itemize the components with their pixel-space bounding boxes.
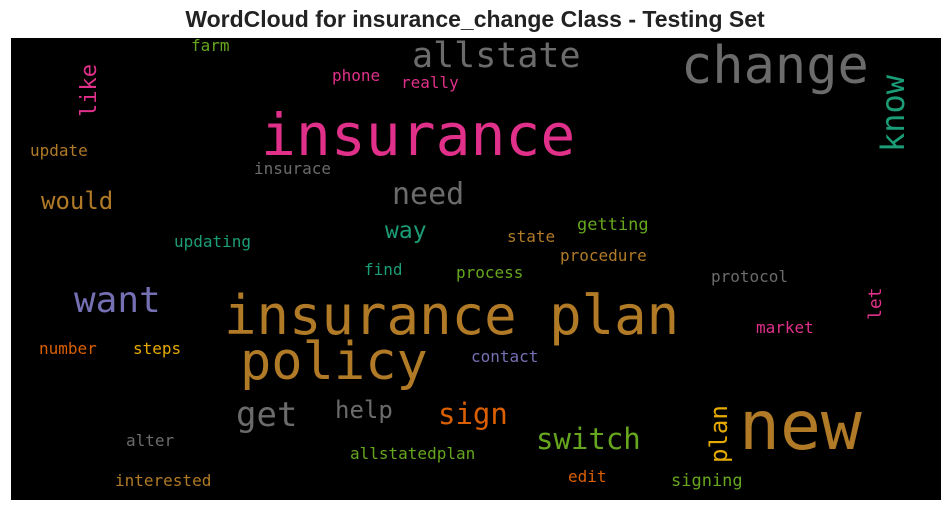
word-policy: policy — [240, 332, 428, 392]
word-way: way — [385, 218, 427, 244]
word-steps: steps — [133, 339, 182, 358]
word-phone: phone — [332, 66, 381, 85]
word-need: need — [392, 177, 465, 212]
word-insurance-plan: insurance plan — [224, 284, 680, 347]
word-get: get — [236, 395, 298, 435]
word-plan: plan — [705, 405, 733, 463]
word-switch: switch — [536, 422, 641, 456]
word-market: market — [756, 318, 814, 337]
word-would: would — [41, 187, 114, 215]
word-updating: updating — [174, 232, 252, 251]
word-sign: sign — [438, 397, 508, 431]
word-getting: getting — [577, 215, 649, 235]
word-update: update — [30, 141, 88, 160]
word-allstate: allstate — [412, 38, 581, 76]
word-change: change — [681, 38, 869, 96]
word-know: know — [874, 74, 912, 152]
chart-title: WordCloud for insurance_change Class - T… — [185, 6, 765, 32]
word-let: let — [865, 287, 886, 320]
word-interested: interested — [115, 471, 212, 490]
word-signing: signing — [671, 471, 743, 491]
word-farm: farm — [191, 38, 230, 55]
word-really: really — [401, 73, 459, 92]
word-insurance: insurance — [261, 101, 576, 169]
word-allstatedplan: allstatedplan — [350, 444, 476, 463]
word-procedure: procedure — [560, 246, 647, 265]
word-number: number — [39, 339, 97, 358]
word-protocol: protocol — [711, 267, 789, 286]
word-new: new — [739, 387, 862, 466]
word-want: want — [74, 280, 161, 321]
word-alter: alter — [126, 431, 175, 450]
word-contact: contact — [471, 347, 539, 366]
word-state: state — [507, 227, 556, 246]
word-process: process — [456, 263, 524, 282]
word-find: find — [364, 260, 403, 279]
word-cloud: insurance plan insurance change new policy wa… — [11, 38, 941, 500]
word-help: help — [335, 396, 393, 424]
word-insurace: insurace — [254, 159, 332, 178]
word-like: like — [77, 64, 102, 117]
word-edit: edit — [568, 467, 607, 486]
